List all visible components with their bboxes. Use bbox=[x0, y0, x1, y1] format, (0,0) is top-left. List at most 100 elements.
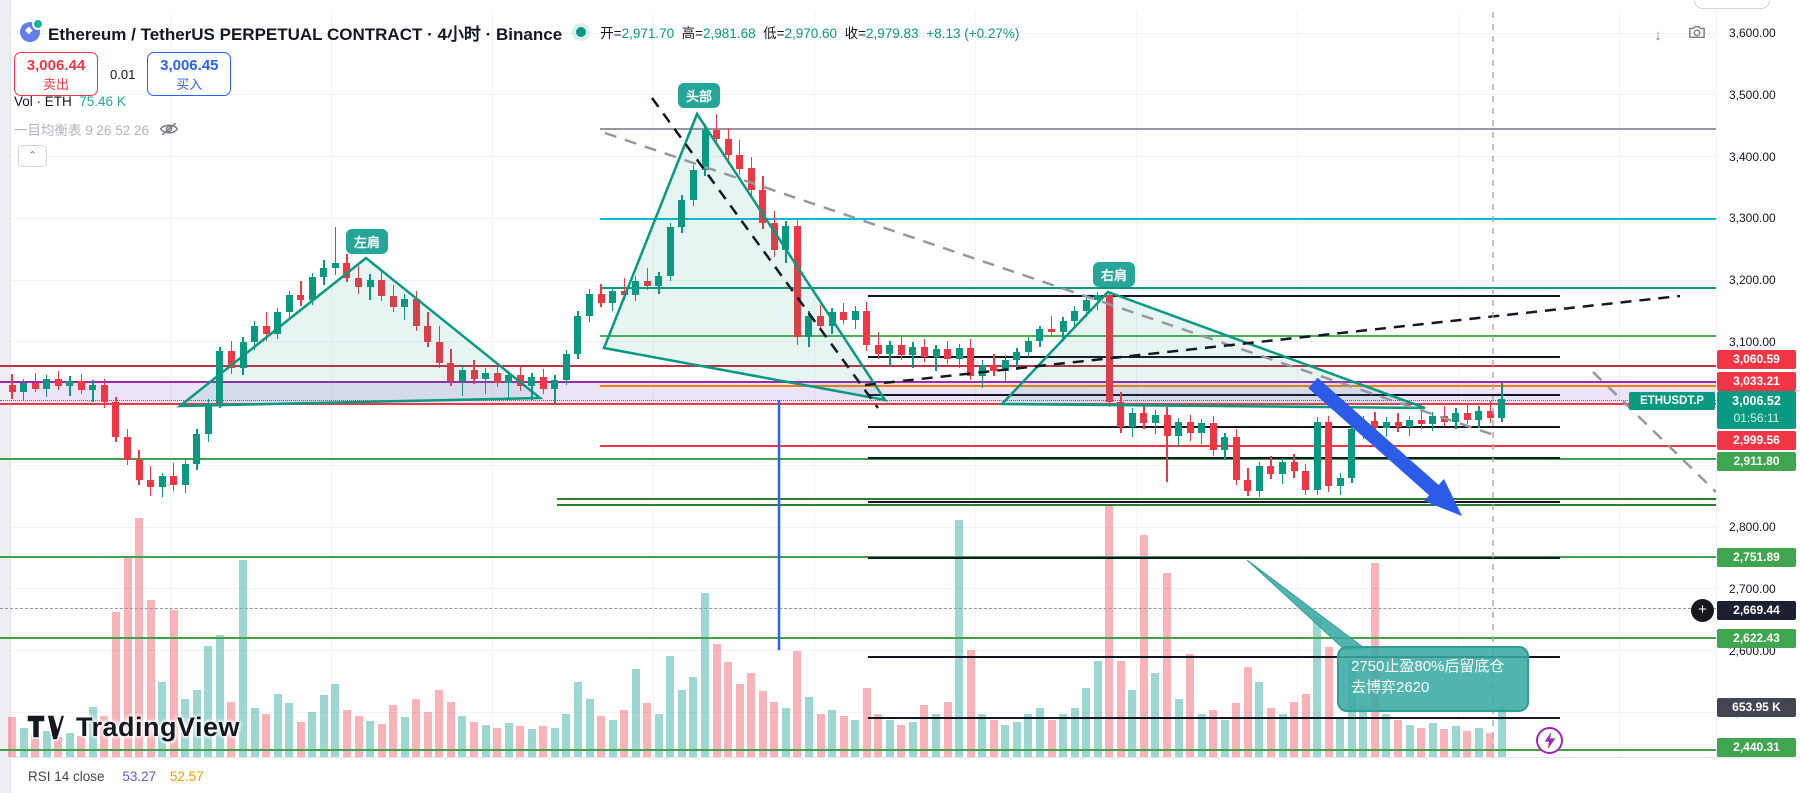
volume-bar[interactable] bbox=[423, 711, 432, 757]
candle[interactable] bbox=[632, 281, 640, 295]
volume-bar[interactable] bbox=[250, 708, 259, 757]
volume-bar[interactable] bbox=[100, 715, 109, 757]
candle[interactable] bbox=[1175, 422, 1183, 436]
volume-bar[interactable] bbox=[828, 709, 837, 757]
volume-bar[interactable] bbox=[908, 721, 917, 757]
volume-bar[interactable] bbox=[1209, 709, 1218, 757]
candle[interactable] bbox=[1105, 294, 1113, 403]
volume-bar[interactable] bbox=[781, 708, 790, 757]
candle[interactable] bbox=[43, 378, 51, 389]
candle[interactable] bbox=[8, 384, 16, 393]
volume-bar[interactable] bbox=[885, 720, 894, 757]
candle[interactable] bbox=[1452, 412, 1460, 422]
candle[interactable] bbox=[147, 480, 155, 488]
volume-bar[interactable] bbox=[539, 725, 548, 757]
candle[interactable] bbox=[366, 280, 374, 288]
volume-bar[interactable] bbox=[88, 707, 97, 757]
candle[interactable] bbox=[447, 362, 455, 382]
volume-bar[interactable] bbox=[493, 727, 502, 757]
volume-bar[interactable] bbox=[1359, 704, 1368, 757]
volume-bar[interactable] bbox=[701, 592, 709, 757]
candle[interactable] bbox=[643, 281, 651, 287]
candle[interactable] bbox=[1117, 402, 1125, 427]
volume-bar[interactable] bbox=[1486, 732, 1495, 757]
candle[interactable] bbox=[1255, 466, 1263, 492]
volume-bar[interactable] bbox=[1220, 720, 1229, 757]
candle[interactable] bbox=[851, 310, 859, 320]
volume-bar[interactable] bbox=[932, 714, 940, 757]
price-level-line[interactable] bbox=[868, 656, 1560, 658]
candle[interactable] bbox=[1059, 320, 1067, 333]
volume-bar[interactable] bbox=[1428, 723, 1437, 757]
candle[interactable] bbox=[493, 372, 501, 384]
trade-note-callout[interactable]: 2750止盈80%后留底仓 去博弈2620 bbox=[1337, 646, 1529, 712]
candle[interactable] bbox=[666, 226, 674, 277]
candle[interactable] bbox=[840, 312, 848, 320]
volume-bar[interactable] bbox=[712, 643, 721, 757]
black-dashed-trendline[interactable] bbox=[864, 294, 1681, 387]
candle[interactable] bbox=[897, 344, 905, 356]
price-level-line[interactable] bbox=[0, 400, 1716, 402]
candle[interactable] bbox=[297, 295, 305, 300]
pattern-label-right-shoulder[interactable]: 右肩 bbox=[1092, 262, 1136, 287]
candle[interactable] bbox=[470, 369, 478, 379]
candle[interactable] bbox=[251, 325, 259, 342]
candle[interactable] bbox=[1024, 340, 1032, 352]
candle[interactable] bbox=[378, 280, 386, 297]
candle[interactable] bbox=[782, 225, 790, 251]
candle[interactable] bbox=[689, 170, 697, 200]
candle[interactable] bbox=[216, 351, 224, 404]
candle[interactable] bbox=[1267, 466, 1275, 474]
volume-bar[interactable] bbox=[481, 724, 490, 757]
volume-bar[interactable] bbox=[366, 721, 375, 757]
screenshot-icon[interactable] bbox=[1684, 24, 1710, 48]
price-level-line[interactable] bbox=[0, 365, 1716, 367]
candle[interactable] bbox=[805, 315, 813, 337]
candle[interactable] bbox=[724, 139, 732, 156]
candle[interactable] bbox=[1336, 477, 1344, 487]
volume-bar[interactable] bbox=[1093, 661, 1102, 757]
volume-bar[interactable] bbox=[1001, 724, 1010, 757]
volume-bar[interactable] bbox=[227, 701, 236, 757]
volume-bar[interactable] bbox=[181, 698, 190, 757]
volume-bar[interactable] bbox=[735, 683, 744, 757]
volume-bar[interactable] bbox=[31, 734, 40, 757]
candle[interactable] bbox=[1463, 412, 1471, 420]
candle[interactable] bbox=[331, 262, 339, 268]
volume-bar[interactable] bbox=[943, 701, 952, 757]
volume-bar[interactable] bbox=[1313, 617, 1322, 757]
candle[interactable] bbox=[944, 349, 952, 360]
volume-bar[interactable] bbox=[8, 717, 16, 757]
volume-bar[interactable] bbox=[19, 727, 28, 757]
candle[interactable] bbox=[701, 129, 709, 171]
candle[interactable] bbox=[1140, 412, 1148, 424]
price-level-line[interactable] bbox=[868, 557, 1560, 559]
price-level-line[interactable] bbox=[0, 637, 1716, 639]
candle[interactable] bbox=[990, 365, 998, 372]
candle[interactable] bbox=[1186, 422, 1194, 434]
volume-bar[interactable] bbox=[920, 704, 929, 757]
volume-bar[interactable] bbox=[758, 691, 767, 757]
candle[interactable] bbox=[562, 354, 570, 381]
volume-bar[interactable] bbox=[1047, 720, 1056, 757]
blue-arrow-shaft[interactable] bbox=[1308, 377, 1441, 498]
candle[interactable] bbox=[424, 325, 432, 342]
volume-bar[interactable] bbox=[1105, 504, 1114, 757]
candle[interactable] bbox=[1221, 437, 1229, 450]
volume-bar[interactable] bbox=[123, 558, 132, 757]
volume-bar[interactable] bbox=[1116, 661, 1125, 757]
candle[interactable] bbox=[1325, 422, 1333, 487]
candle[interactable] bbox=[1417, 419, 1425, 425]
volume-bar[interactable] bbox=[389, 704, 398, 757]
candle[interactable] bbox=[1406, 419, 1414, 427]
candle[interactable] bbox=[793, 225, 801, 337]
flash-order-button[interactable] bbox=[1536, 727, 1563, 754]
volume-bar[interactable] bbox=[158, 682, 167, 757]
price-level-line[interactable] bbox=[557, 498, 1716, 500]
pattern-label-left-shoulder[interactable]: 左肩 bbox=[345, 229, 389, 254]
volume-bar[interactable] bbox=[1451, 726, 1460, 757]
candle[interactable] bbox=[389, 296, 397, 308]
volume-bar[interactable] bbox=[1035, 708, 1044, 757]
candle[interactable] bbox=[274, 312, 282, 335]
volume-bar[interactable] bbox=[262, 714, 271, 757]
